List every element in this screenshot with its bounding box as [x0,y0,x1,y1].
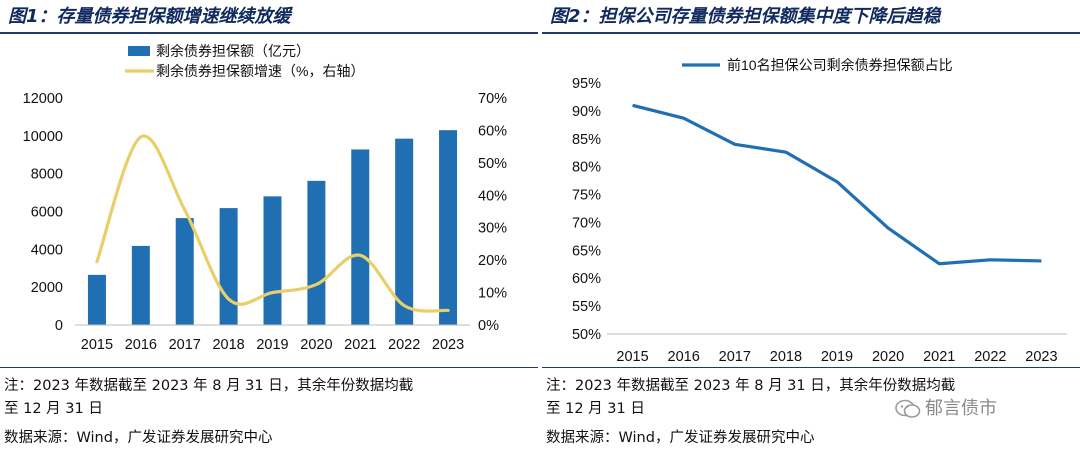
x-tick-label: 2022 [388,337,420,353]
y-tick-label: 95% [572,76,601,92]
series-line-growth [95,134,450,313]
y-right-tick-label: 30% [478,221,507,237]
y-right-tick-label: 70% [478,91,507,107]
chart-panel-right: 图2：担保公司存量债券担保额集中度下降后趋稳 50% 55% 60% 65% 70% 75… [542,0,1080,457]
y-left-tick-label: 10000 [23,129,63,145]
title-divider [542,32,1080,34]
note-line-2: 至 12 月 31 日 [546,401,645,417]
bar [307,180,326,325]
chart-note: 注：2023 年数据截至 2023 年 8 月 31 日，其余年份数据均截 至 … [4,375,413,421]
x-tick-label: 2016 [668,349,700,365]
bar [439,130,458,325]
chart-panel-left: 图1：存量债券担保额增速继续放缓 0 2000 4000 6000 8000 10000 1… [0,0,538,457]
y-left-tick-label: 0 [55,318,63,334]
y-left-tick-label: 6000 [31,205,63,221]
legend-label: 剩余债券担保额增速（%，右轴） [156,63,364,79]
bar [87,274,106,325]
note-line-2: 至 12 月 31 日 [4,401,103,417]
bar [263,196,282,325]
x-tick-label: 2020 [872,349,904,365]
chart-note: 注：2023 年数据截至 2023 年 8 月 31 日，其余年份数据均截 至 … [546,375,955,421]
y-right-tick-label: 20% [478,253,507,269]
chart-1-svg: 0 2000 4000 6000 8000 10000 12000 0% 10% 20% 30% 40… [23,43,507,353]
x-tick-label: 2015 [81,337,113,353]
x-tick-label: 2016 [125,337,157,353]
y-left-tick-label: 4000 [31,242,63,258]
series-line-top10-share [632,103,1042,266]
y-tick-label: 50% [572,327,601,343]
data-source: 数据来源：Wind，广发证券发展研究中心 [4,430,273,446]
note-divider [0,367,538,368]
legend-label: 剩余债券担保额（亿元） [156,43,310,59]
note-divider [542,367,1080,368]
title-divider [0,32,538,34]
bar [175,218,194,325]
y-tick-label: 65% [572,243,601,259]
bar [395,138,414,325]
y-right-tick-label: 60% [478,123,507,139]
x-tick-label: 2020 [300,337,332,353]
x-tick-label: 2023 [1025,349,1057,365]
y-right-tick-label: 50% [478,156,507,172]
bar [219,208,238,325]
y-tick-label: 90% [572,104,601,120]
chart-title: 图2：担保公司存量债券担保额集中度下降后趋稳 [550,6,941,27]
x-tick-label: 2017 [169,337,201,353]
x-tick-label: 2015 [616,349,648,365]
legend-label: 前10名担保公司剩余债券担保额占比 [727,57,953,73]
y-left-tick-label: 12000 [23,91,63,107]
chart-title: 图1：存量债券担保额增速继续放缓 [8,6,291,27]
y-tick-label: 80% [572,160,601,176]
chart-2-svg: 50% 55% 60% 65% 70% 75% 80% 85% 90% 95% 2015 2016 20… [572,57,1067,365]
y-tick-label: 75% [572,188,601,204]
y-tick-label: 55% [572,299,601,315]
wechat-icon [895,399,921,418]
x-tick-label: 2019 [821,349,853,365]
watermark-text: 郁言债市 [925,398,997,419]
y-tick-label: 85% [572,132,601,148]
y-left-tick-label: 2000 [31,280,63,296]
y-tick-label: 60% [572,271,601,287]
x-tick-label: 2018 [212,337,244,353]
note-line-1: 注：2023 年数据截至 2023 年 8 月 31 日，其余年份数据均截 [546,378,956,394]
y-right-tick-label: 10% [478,286,507,302]
note-line-1: 注：2023 年数据截至 2023 年 8 月 31 日，其余年份数据均截 [4,378,414,394]
x-tick-label: 2023 [432,337,464,353]
y-right-tick-label: 0% [478,318,499,334]
watermark: 郁言债市 [895,394,997,420]
y-left-tick-label: 8000 [31,167,63,183]
x-tick-label: 2019 [256,337,288,353]
x-tick-label: 2021 [344,337,376,353]
bar [131,245,150,325]
legend-swatch-bar [128,46,150,56]
x-tick-label: 2022 [974,349,1006,365]
x-tick-label: 2017 [719,349,751,365]
y-tick-label: 70% [572,215,601,231]
x-tick-label: 2018 [770,349,802,365]
y-right-tick-label: 40% [478,188,507,204]
bar [351,149,370,325]
x-tick-label: 2021 [923,349,955,365]
data-source: 数据来源：Wind，广发证券发展研究中心 [546,430,815,446]
